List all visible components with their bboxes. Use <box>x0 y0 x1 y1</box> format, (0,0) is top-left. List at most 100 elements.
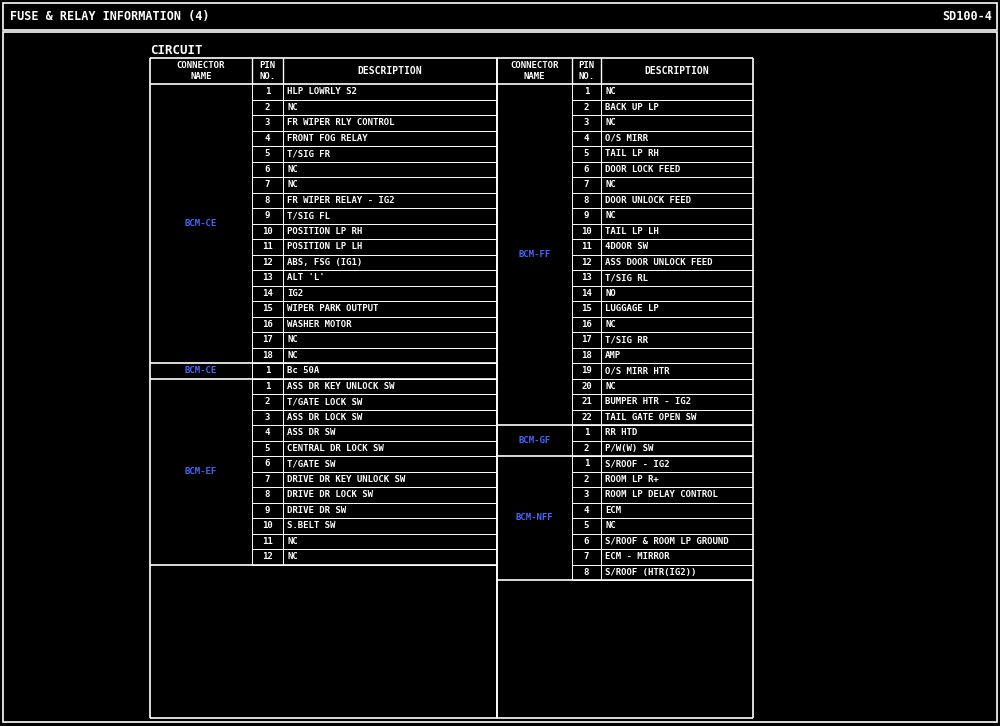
Text: T/GATE LOCK SW: T/GATE LOCK SW <box>287 397 362 407</box>
Text: 4: 4 <box>265 134 270 143</box>
Text: 7: 7 <box>265 475 270 484</box>
Text: 2: 2 <box>584 444 589 453</box>
Text: 13: 13 <box>262 273 273 282</box>
Text: NO: NO <box>605 289 616 298</box>
Text: CONNECTOR
NAME: CONNECTOR NAME <box>510 61 559 81</box>
Text: 12: 12 <box>262 258 273 266</box>
Text: 12: 12 <box>262 552 273 561</box>
Text: RR HTD: RR HTD <box>605 428 637 437</box>
Text: NC: NC <box>605 87 616 97</box>
Text: 16: 16 <box>262 319 273 329</box>
Text: 7: 7 <box>584 552 589 561</box>
Text: DESCRIPTION: DESCRIPTION <box>358 66 422 76</box>
Text: DRIVE DR KEY UNLOCK SW: DRIVE DR KEY UNLOCK SW <box>287 475 405 484</box>
Text: 1: 1 <box>265 87 270 97</box>
Text: BCM-NFF: BCM-NFF <box>516 513 553 523</box>
Text: 4: 4 <box>265 428 270 437</box>
Text: 1: 1 <box>265 382 270 391</box>
Text: 1: 1 <box>584 460 589 468</box>
Text: 19: 19 <box>581 366 592 375</box>
Text: FR WIPER RELAY - IG2: FR WIPER RELAY - IG2 <box>287 196 394 205</box>
Text: T/GATE SW: T/GATE SW <box>287 460 335 468</box>
Text: 9: 9 <box>265 211 270 220</box>
Text: ALT 'L': ALT 'L' <box>287 273 325 282</box>
Text: 6: 6 <box>584 165 589 174</box>
Text: 7: 7 <box>265 180 270 189</box>
Text: 18: 18 <box>262 351 273 360</box>
Text: NC: NC <box>287 165 298 174</box>
Text: 5: 5 <box>265 150 270 158</box>
Text: 11: 11 <box>581 242 592 251</box>
Text: NC: NC <box>287 351 298 360</box>
Text: AMP: AMP <box>605 351 621 360</box>
Text: T/SIG RL: T/SIG RL <box>605 273 648 282</box>
Text: BCM-CE: BCM-CE <box>185 219 217 228</box>
Text: BCM-GF: BCM-GF <box>518 436 551 445</box>
Text: 10: 10 <box>581 227 592 236</box>
Text: 8: 8 <box>265 196 270 205</box>
Text: 15: 15 <box>262 304 273 313</box>
Text: 22: 22 <box>581 413 592 422</box>
Text: 12: 12 <box>581 258 592 266</box>
Text: T/SIG FL: T/SIG FL <box>287 211 330 220</box>
Text: 18: 18 <box>581 351 592 360</box>
Text: 4: 4 <box>584 134 589 143</box>
Text: 1: 1 <box>584 428 589 437</box>
Text: FUSE & RELAY INFORMATION (4): FUSE & RELAY INFORMATION (4) <box>10 10 210 23</box>
Text: 3: 3 <box>584 118 589 127</box>
Text: T/SIG RR: T/SIG RR <box>605 335 648 344</box>
Text: 11: 11 <box>262 242 273 251</box>
Text: ASS DOOR UNLOCK FEED: ASS DOOR UNLOCK FEED <box>605 258 712 266</box>
Text: 15: 15 <box>581 304 592 313</box>
Text: CONNECTOR
NAME: CONNECTOR NAME <box>177 61 225 81</box>
Text: NC: NC <box>605 382 616 391</box>
Text: POSITION LP LH: POSITION LP LH <box>287 242 362 251</box>
Text: NC: NC <box>605 319 616 329</box>
Text: 11: 11 <box>262 537 273 546</box>
Text: ROOM LP DELAY CONTROL: ROOM LP DELAY CONTROL <box>605 490 718 499</box>
Text: SD100-4: SD100-4 <box>942 10 992 23</box>
Text: DOOR LOCK FEED: DOOR LOCK FEED <box>605 165 680 174</box>
Text: 1: 1 <box>584 87 589 97</box>
Text: TAIL LP LH: TAIL LP LH <box>605 227 659 236</box>
Text: 2: 2 <box>584 475 589 484</box>
Text: O/S MIRR HTR: O/S MIRR HTR <box>605 366 670 375</box>
Text: BACK UP LP: BACK UP LP <box>605 103 659 112</box>
Text: PIN
NO.: PIN NO. <box>578 61 595 81</box>
Text: 3: 3 <box>584 490 589 499</box>
Text: 6: 6 <box>265 165 270 174</box>
Text: BUMPER HTR - IG2: BUMPER HTR - IG2 <box>605 397 691 407</box>
Text: HLP LOWRLY S2: HLP LOWRLY S2 <box>287 87 357 97</box>
Text: 14: 14 <box>262 289 273 298</box>
Text: P/W(W) SW: P/W(W) SW <box>605 444 653 453</box>
Text: 9: 9 <box>584 211 589 220</box>
Text: 3: 3 <box>265 413 270 422</box>
Text: 6: 6 <box>265 460 270 468</box>
Text: 7: 7 <box>584 180 589 189</box>
Text: ROOM LP R+: ROOM LP R+ <box>605 475 659 484</box>
Text: T/SIG FR: T/SIG FR <box>287 150 330 158</box>
Text: NC: NC <box>605 521 616 530</box>
Text: NC: NC <box>287 180 298 189</box>
Text: ABS, FSG (IG1): ABS, FSG (IG1) <box>287 258 362 266</box>
Text: FRONT FOG RELAY: FRONT FOG RELAY <box>287 134 368 143</box>
Text: NC: NC <box>605 211 616 220</box>
Text: IG2: IG2 <box>287 289 303 298</box>
Text: 9: 9 <box>265 506 270 515</box>
Text: CENTRAL DR LOCK SW: CENTRAL DR LOCK SW <box>287 444 384 453</box>
Text: 2: 2 <box>584 103 589 112</box>
Text: 17: 17 <box>262 335 273 344</box>
Text: S/ROOF (HTR(IG2)): S/ROOF (HTR(IG2)) <box>605 568 696 576</box>
Text: 8: 8 <box>584 196 589 205</box>
Text: 5: 5 <box>584 521 589 530</box>
Text: NC: NC <box>605 118 616 127</box>
Text: NC: NC <box>287 335 298 344</box>
Text: 10: 10 <box>262 227 273 236</box>
Text: DRIVE DR SW: DRIVE DR SW <box>287 506 346 515</box>
Text: ASS DR LOCK SW: ASS DR LOCK SW <box>287 413 362 422</box>
Text: 6: 6 <box>584 537 589 546</box>
Text: 20: 20 <box>581 382 592 391</box>
Text: TAIL GATE OPEN SW: TAIL GATE OPEN SW <box>605 413 696 422</box>
Text: WIPER PARK OUTPUT: WIPER PARK OUTPUT <box>287 304 378 313</box>
Text: TAIL LP RH: TAIL LP RH <box>605 150 659 158</box>
